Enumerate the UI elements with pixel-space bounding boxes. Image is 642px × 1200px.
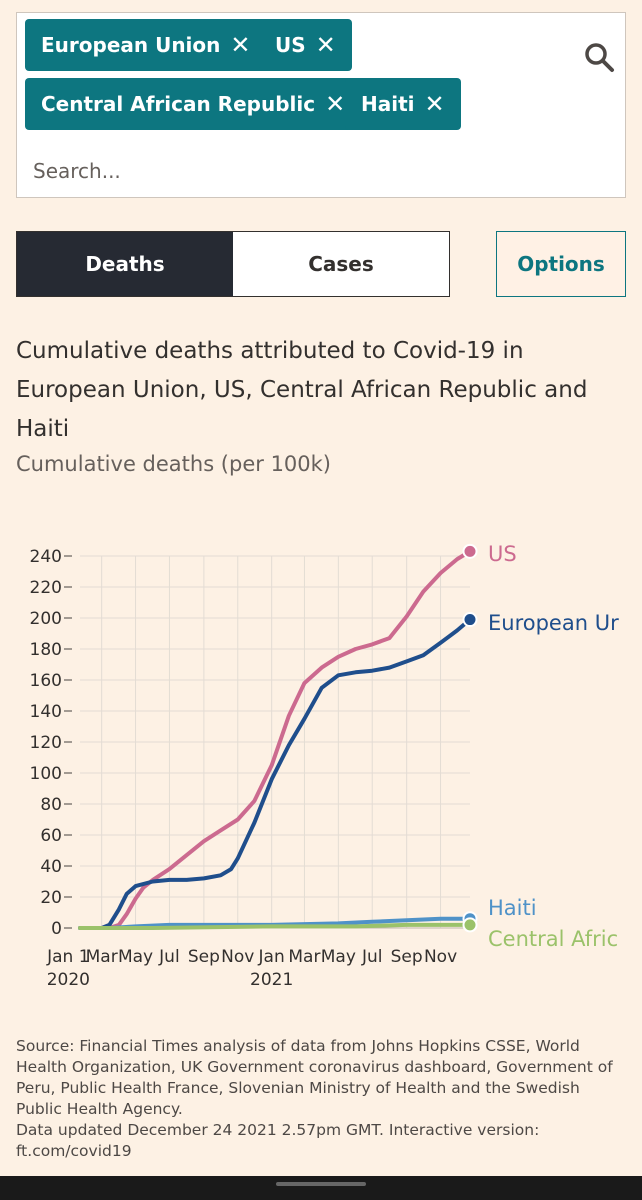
search-box[interactable]: European Union ✕ US ✕ Central African Re… — [16, 12, 626, 198]
search-input[interactable] — [33, 149, 553, 193]
series-end-dot — [462, 612, 478, 628]
y-tick-label: 180 — [30, 640, 62, 660]
chart-title: Cumulative deaths attributed to Covid-19… — [16, 338, 588, 442]
y-tick-label: 200 — [30, 609, 62, 629]
series-label: Haiti — [488, 896, 537, 920]
series-label: Central Afric — [488, 927, 618, 951]
chip-us: US ✕ — [259, 19, 352, 71]
close-icon[interactable]: ✕ — [424, 90, 445, 118]
tab-cases[interactable]: Cases — [233, 232, 449, 296]
data-updated-text: Data updated December 24 2021 2.57pm GMT… — [16, 1121, 540, 1160]
chip-label: US — [275, 33, 306, 57]
system-navigation-bar — [0, 1176, 642, 1200]
series-end-dot — [462, 917, 478, 933]
chip-label: European Union — [41, 33, 221, 57]
x-tick-label: Jul — [361, 947, 383, 967]
y-tick-label: 160 — [30, 671, 62, 691]
y-tick-label: 40 — [40, 857, 62, 877]
series-label: US — [488, 542, 517, 566]
chart-subtitle: Cumulative deaths (per 100k) — [16, 452, 331, 476]
search-icon[interactable] — [583, 41, 617, 75]
y-tick-label: 80 — [40, 795, 62, 815]
x-tick-label: May — [118, 947, 153, 967]
y-tick-label: 220 — [30, 578, 62, 598]
series-line — [78, 617, 472, 930]
chip-haiti: Haiti ✕ — [345, 78, 461, 130]
chip-central-african-republic: Central African Republic ✕ — [25, 78, 362, 130]
y-tick-label: 20 — [40, 888, 62, 908]
x-tick-label: May — [321, 947, 356, 967]
y-tick-label: 60 — [40, 826, 62, 846]
close-icon[interactable]: ✕ — [315, 31, 336, 59]
chip-european-union: European Union ✕ — [25, 19, 267, 71]
y-tick-label: 0 — [51, 919, 62, 939]
metric-tabs: Deaths Cases — [16, 231, 450, 297]
x-tick-label: Jan — [258, 947, 285, 967]
x-tick-year: 2021 — [250, 970, 293, 990]
chip-label: Haiti — [361, 92, 415, 116]
x-tick-label: Mar — [288, 947, 320, 967]
x-tick-label: Jul — [158, 947, 180, 967]
x-tick-label: Jan 1 — [46, 947, 89, 967]
x-tick-label: Sep — [188, 947, 220, 967]
y-tick-label: 120 — [30, 733, 62, 753]
line-chart: 0 20 40 60 80 100 120 140 160 180 200 220 240 Jan 1 20… — [30, 542, 620, 990]
series-line — [78, 549, 472, 930]
home-indicator[interactable] — [276, 1182, 366, 1186]
x-tick-label: Sep — [391, 947, 423, 967]
source-text: Source: Financial Times analysis of data… — [16, 1037, 613, 1118]
series-end-dot — [462, 543, 478, 559]
x-tick-label: Mar — [86, 947, 118, 967]
y-tick-label: 140 — [30, 702, 62, 722]
y-tick-label: 240 — [30, 547, 62, 567]
y-tick-label: 100 — [30, 764, 62, 784]
x-tick-label: Nov — [221, 947, 254, 967]
options-button[interactable]: Options — [496, 231, 626, 297]
close-icon[interactable]: ✕ — [325, 90, 346, 118]
source-note: Source: Financial Times analysis of data… — [16, 1036, 621, 1162]
close-icon[interactable]: ✕ — [230, 31, 251, 59]
series-label: European Ur — [488, 611, 619, 635]
x-tick-label: Nov — [424, 947, 457, 967]
chip-label: Central African Republic — [41, 92, 316, 116]
x-tick-year: 2020 — [47, 970, 90, 990]
series-line — [78, 922, 472, 930]
tab-deaths[interactable]: Deaths — [17, 232, 233, 296]
